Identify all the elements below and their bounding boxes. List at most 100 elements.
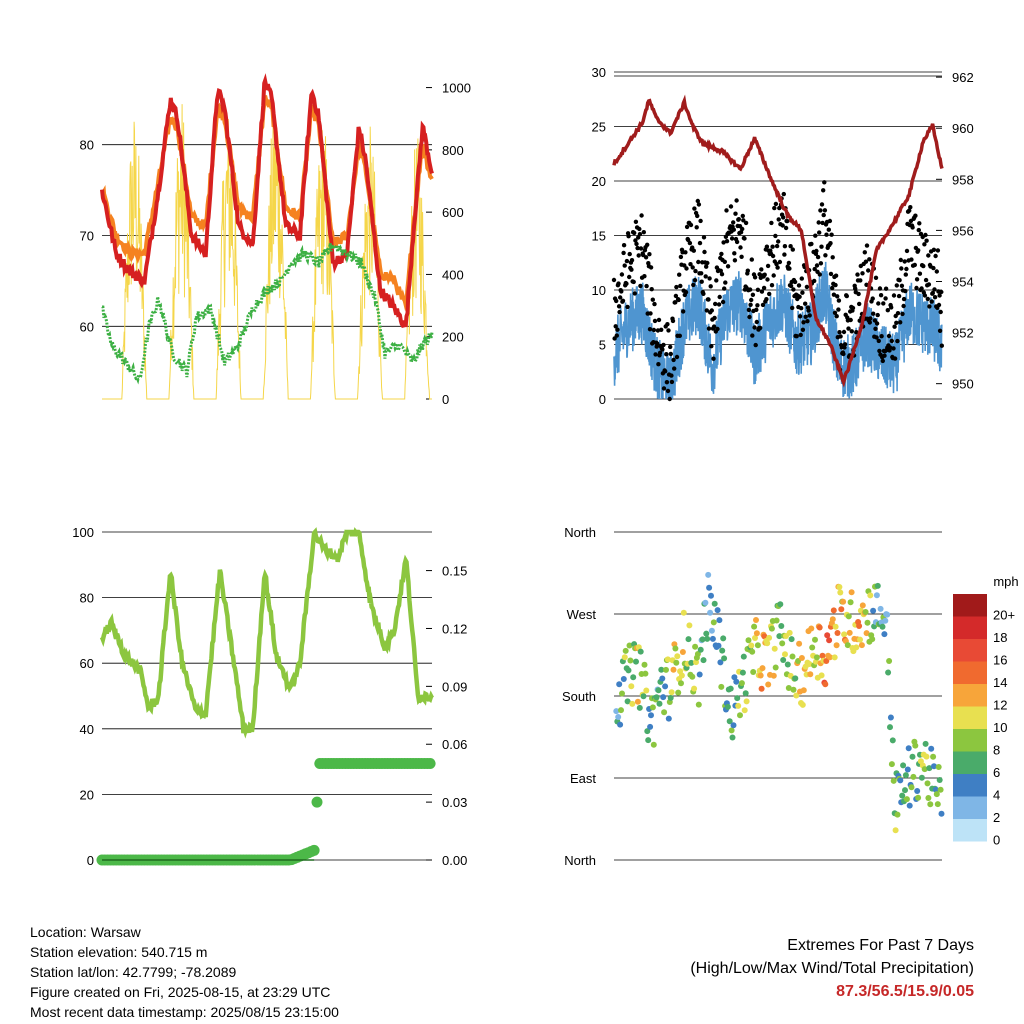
gust-point — [831, 292, 837, 297]
direction-point — [777, 601, 784, 608]
legend-swatch — [953, 639, 987, 662]
gust-point — [633, 238, 638, 243]
gust-point — [799, 306, 804, 311]
gust-point — [664, 352, 669, 357]
gust-point — [740, 226, 745, 232]
y-tick-label: East — [570, 771, 596, 786]
gust-point — [719, 272, 725, 277]
gust-point — [615, 327, 620, 332]
legend-label: 12 — [993, 697, 1007, 712]
gust-point — [916, 227, 921, 233]
gust-point — [891, 293, 897, 298]
direction-point — [613, 708, 620, 715]
gust-point — [841, 329, 847, 335]
direction-point — [670, 666, 677, 673]
gust-point — [776, 217, 781, 222]
extremes-box: Extremes For Past 7 Days (High/Low/Max W… — [690, 934, 974, 1003]
direction-point — [863, 630, 870, 637]
gust-point — [711, 324, 717, 329]
direction-point — [841, 631, 848, 638]
direction-point — [653, 694, 660, 701]
direction-point — [752, 635, 758, 641]
y-tick-label: 80 — [80, 138, 94, 153]
gust-point — [629, 267, 634, 272]
direction-point — [667, 694, 674, 701]
direction-point — [832, 623, 839, 630]
direction-point — [790, 686, 797, 693]
gust-point — [622, 263, 627, 268]
gust-point — [645, 242, 650, 247]
gust-point — [696, 259, 701, 265]
gust-point — [754, 307, 759, 312]
gust-point — [637, 232, 643, 237]
direction-point — [809, 644, 816, 651]
direction-point — [838, 606, 845, 613]
direction-point — [772, 664, 779, 671]
direction-point — [721, 655, 728, 662]
direction-point — [640, 693, 647, 700]
direction-point — [778, 623, 785, 629]
gust-point — [631, 279, 636, 285]
gust-point — [901, 303, 906, 309]
gust-point — [812, 278, 817, 284]
y2-tick-label: 0 — [442, 392, 449, 407]
gust-point — [748, 302, 753, 307]
gust-point — [916, 248, 921, 253]
gust-point — [927, 304, 932, 309]
y-tick-label: 0 — [87, 853, 94, 868]
y-tick-label: South — [562, 689, 596, 704]
gust-point — [668, 344, 673, 350]
gust-point — [788, 283, 794, 289]
gust-point — [715, 326, 720, 332]
gust-point — [742, 236, 747, 241]
direction-point — [705, 571, 712, 578]
y-tick-label: 40 — [80, 722, 94, 737]
legend-title: mph — [993, 574, 1018, 589]
direction-point — [902, 787, 908, 794]
direction-point — [931, 763, 937, 770]
gust-point — [782, 244, 788, 249]
direction-point — [830, 607, 837, 614]
latlon-text: Station lat/lon: 42.7799; -78.2089 — [30, 964, 237, 980]
direction-point — [655, 687, 662, 694]
direction-point — [704, 635, 711, 642]
gust-point — [668, 351, 673, 357]
direction-point — [788, 636, 795, 643]
gust-point — [724, 239, 730, 244]
gust-point — [701, 235, 707, 240]
location-text: Location: Warsaw — [30, 924, 141, 940]
gust-point — [821, 212, 826, 218]
direction-point — [642, 670, 649, 677]
y2-tick-label: 400 — [442, 267, 464, 282]
direction-point — [853, 644, 860, 651]
gust-point — [867, 320, 872, 325]
direction-point — [668, 689, 675, 696]
direction-point — [673, 659, 680, 666]
direction-point — [629, 700, 636, 707]
gust-point — [903, 288, 908, 294]
gust-point — [635, 245, 640, 251]
gust-point — [746, 307, 752, 313]
gust-point — [664, 380, 670, 385]
direction-point — [848, 589, 855, 596]
gust-point — [885, 308, 890, 313]
direction-point — [935, 764, 942, 770]
direction-point — [709, 635, 716, 642]
gust-point — [705, 260, 710, 266]
gust-point — [706, 297, 711, 302]
direction-point — [720, 635, 727, 642]
gust-point — [817, 230, 822, 235]
gust-point — [877, 286, 883, 291]
gust-point — [661, 342, 666, 348]
direction-point — [618, 707, 624, 714]
y-tick-label: 15 — [592, 229, 606, 244]
direction-point — [731, 674, 738, 681]
y-tick-label: North — [564, 853, 596, 868]
direction-point — [870, 607, 877, 614]
gust-point — [656, 317, 662, 323]
direction-point — [892, 827, 899, 834]
direction-point — [675, 689, 682, 696]
y2-tick-label: 950 — [952, 377, 974, 392]
gust-point — [625, 304, 630, 310]
